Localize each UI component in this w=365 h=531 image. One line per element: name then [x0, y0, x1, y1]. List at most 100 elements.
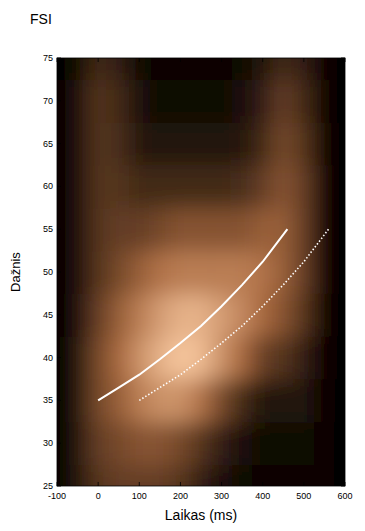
heat-cell — [129, 465, 150, 486]
heat-cell — [150, 208, 171, 251]
heat-cell — [88, 79, 109, 122]
heat-cell — [314, 251, 335, 294]
heat-cell — [150, 122, 171, 165]
heat-cell — [129, 336, 150, 379]
y-tick-label: 60 — [43, 181, 53, 191]
heat-cell — [252, 79, 273, 122]
y-tick — [341, 143, 345, 144]
heat-cell — [67, 336, 88, 379]
x-tick-label: -100 — [48, 491, 66, 501]
y-tick — [341, 400, 345, 401]
heat-cell — [273, 251, 294, 294]
heat-cell — [191, 79, 212, 122]
x-tick-label: 600 — [337, 491, 352, 501]
heat-cell — [273, 465, 294, 486]
heat-cell — [335, 293, 345, 336]
heat-cell — [57, 422, 68, 465]
heat-cell — [211, 379, 232, 422]
heat-cell — [129, 422, 150, 465]
heat-cell — [108, 165, 129, 208]
x-tick — [303, 58, 304, 62]
heat-cell — [211, 422, 232, 465]
x-axis-title: Laikas (ms) — [165, 507, 237, 523]
x-tick — [57, 482, 58, 486]
heat-cell — [232, 79, 253, 122]
heat-cell — [232, 336, 253, 379]
heat-cell — [273, 293, 294, 336]
y-tick — [341, 443, 345, 444]
heat-cell — [232, 293, 253, 336]
heat-cell — [67, 422, 88, 465]
y-tick — [341, 58, 345, 59]
heat-cell — [88, 208, 109, 251]
heat-cell — [294, 379, 315, 422]
heat-cell — [150, 251, 171, 294]
heat-cell — [67, 251, 88, 294]
x-tick-label: 100 — [132, 491, 147, 501]
heat-cell — [232, 165, 253, 208]
heat-cell — [108, 293, 129, 336]
heat-cell — [273, 379, 294, 422]
heat-cell — [57, 251, 68, 294]
heat-cell — [170, 293, 191, 336]
heat-cell — [211, 293, 232, 336]
x-tick — [345, 58, 346, 62]
heat-cell — [57, 122, 68, 165]
heat-cell — [170, 79, 191, 122]
heat-cell — [170, 208, 191, 251]
heat-cell — [232, 465, 253, 486]
heat-cell — [294, 79, 315, 122]
heat-cell — [67, 58, 88, 80]
heat-cell — [252, 422, 273, 465]
heat-cell — [170, 58, 191, 80]
y-tick — [341, 314, 345, 315]
heat-cell — [88, 251, 109, 294]
heat-cell — [129, 251, 150, 294]
heat-cell — [273, 122, 294, 165]
heat-cell — [170, 251, 191, 294]
heat-cell — [191, 251, 212, 294]
heat-cell — [273, 165, 294, 208]
heat-cell — [335, 165, 345, 208]
heat-cell — [88, 422, 109, 465]
heat-cell — [108, 79, 129, 122]
heat-cell — [335, 79, 345, 122]
heat-cell — [170, 422, 191, 465]
y-tick — [341, 272, 345, 273]
heat-cell — [335, 122, 345, 165]
heat-cell — [252, 293, 273, 336]
heat-cell — [294, 251, 315, 294]
heat-cell — [57, 465, 68, 486]
heat-cell — [232, 379, 253, 422]
y-tick-label: 70 — [43, 96, 53, 106]
y-tick — [57, 400, 61, 401]
heat-cell — [335, 208, 345, 251]
heat-cell — [108, 465, 129, 486]
y-tick — [57, 229, 61, 230]
plot-area — [57, 58, 345, 486]
curve — [98, 229, 287, 400]
heat-cell — [294, 422, 315, 465]
heat-cell — [294, 293, 315, 336]
heat-cell — [170, 465, 191, 486]
x-tick — [262, 482, 263, 486]
heat-cell — [294, 336, 315, 379]
curve — [139, 229, 328, 400]
heat-cell — [211, 165, 232, 208]
heat-cell — [232, 422, 253, 465]
heat-cell — [314, 58, 335, 80]
heat-cell — [67, 293, 88, 336]
heat-cell — [294, 208, 315, 251]
x-tick-label: 400 — [255, 491, 270, 501]
plot-background — [57, 58, 345, 486]
heat-cell — [211, 208, 232, 251]
heat-cell — [252, 165, 273, 208]
heat-cell — [191, 165, 212, 208]
heat-cell — [67, 379, 88, 422]
heat-cell — [191, 379, 212, 422]
heat-cell — [335, 465, 345, 486]
heat-cell — [314, 422, 335, 465]
heat-cell — [314, 336, 335, 379]
x-tick-label: 200 — [173, 491, 188, 501]
heat-cell — [129, 208, 150, 251]
